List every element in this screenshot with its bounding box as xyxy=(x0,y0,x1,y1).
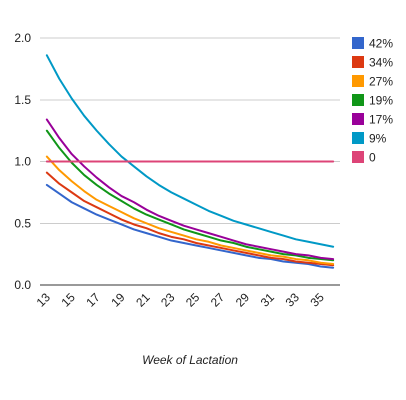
y-tick-label: 1.5 xyxy=(14,93,31,107)
legend-item[interactable]: 42% xyxy=(352,37,393,51)
legend-swatch xyxy=(352,132,364,144)
legend-swatch xyxy=(352,151,364,163)
legend-item[interactable]: 19% xyxy=(352,94,393,108)
x-tick-label: 31 xyxy=(258,290,278,310)
x-tick-label: 21 xyxy=(133,290,153,310)
x-axis-ticks: 13 15 17 19 21 23 25 27 29 31 33 35 xyxy=(34,290,327,310)
series-line-19pct[interactable] xyxy=(45,129,335,262)
y-axis-ticks: 0.0 0.5 1.0 1.5 2.0 xyxy=(14,31,31,292)
legend-swatch xyxy=(352,75,364,87)
x-tick-label: 19 xyxy=(108,290,128,310)
legend-item[interactable]: 0 xyxy=(352,151,376,165)
series-line-34pct[interactable] xyxy=(45,171,335,267)
legend-label: 0 xyxy=(369,151,376,165)
x-axis-title: Week of Lactation xyxy=(142,353,238,367)
legend-label: 34% xyxy=(369,56,393,70)
legend-item[interactable]: 9% xyxy=(352,132,387,146)
y-tick-label: 0.5 xyxy=(14,216,31,230)
legend-label: 17% xyxy=(369,113,393,127)
x-tick-label: 25 xyxy=(183,290,203,310)
legend-swatch xyxy=(352,113,364,125)
x-tick-label: 29 xyxy=(233,290,253,310)
y-tick-label: 0.0 xyxy=(14,278,31,292)
y-tick-label: 2.0 xyxy=(14,31,31,45)
series-line-17pct[interactable] xyxy=(45,118,335,261)
x-tick-label: 15 xyxy=(59,290,79,310)
y-tick-label: 1.0 xyxy=(14,155,31,169)
x-tick-label: 13 xyxy=(34,290,54,310)
legend-label: 19% xyxy=(369,94,393,108)
legend-item[interactable]: 34% xyxy=(352,56,393,70)
x-tick-label: 23 xyxy=(158,290,178,310)
legend-swatch xyxy=(352,94,364,106)
series-line-42pct[interactable] xyxy=(45,183,335,269)
legend-item[interactable]: 17% xyxy=(352,113,393,127)
series-line-9pct[interactable] xyxy=(45,54,335,248)
series-line-27pct[interactable] xyxy=(45,155,335,265)
legend-label: 9% xyxy=(369,132,387,146)
legend-label: 27% xyxy=(369,75,393,89)
x-tick-label: 27 xyxy=(208,290,228,310)
legend: 42% 34% 27% 19% 17% 9% 0 xyxy=(352,37,393,165)
legend-swatch xyxy=(352,56,364,68)
series-layer xyxy=(45,54,335,269)
x-tick-label: 17 xyxy=(83,290,103,310)
legend-swatch xyxy=(352,37,364,49)
x-tick-label: 33 xyxy=(283,290,303,310)
x-tick-label: 35 xyxy=(307,290,327,310)
legend-label: 42% xyxy=(369,37,393,51)
legend-item[interactable]: 27% xyxy=(352,75,393,89)
